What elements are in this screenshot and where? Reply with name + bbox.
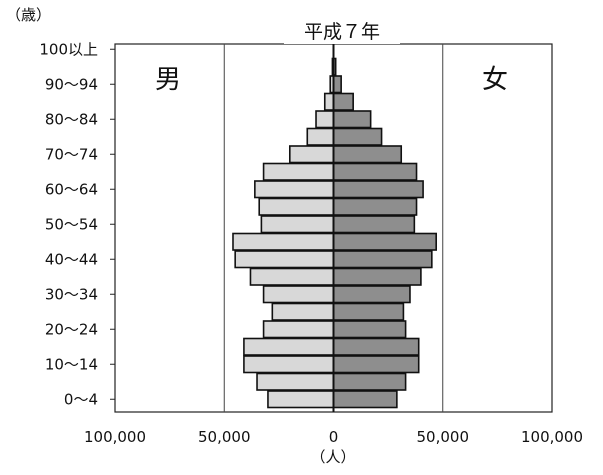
age-tick-label: 0～4: [64, 390, 98, 408]
female-bar: [332, 250, 433, 269]
chart-title: 平成７年: [304, 21, 380, 43]
female-bar: [332, 285, 411, 304]
y-unit-label: （歳）: [6, 6, 51, 24]
male-bar: [256, 372, 335, 391]
x-tick-label: 100,000: [84, 428, 146, 446]
female-bar: [332, 267, 422, 286]
x-tick-labels: 100,000 50,000 0 50,000 100,000: [84, 428, 583, 446]
female-bar: [332, 390, 398, 409]
female-bar: [332, 92, 354, 111]
female-bar: [332, 197, 418, 216]
female-bar: [332, 232, 437, 251]
female-bar: [332, 355, 420, 374]
x-tick-label: 50,000: [417, 428, 470, 446]
age-tick-label: 10～14: [45, 355, 98, 373]
male-bar: [258, 197, 335, 216]
male-bar: [306, 127, 335, 146]
age-tick-label: 50～54: [45, 215, 98, 233]
male-bar: [234, 250, 335, 269]
male-bar: [267, 390, 335, 409]
male-bar: [288, 145, 335, 164]
age-tick-labels: 0～4 10～14 20～24 30～34 40～44 50～54 60～64 70～74 80…: [39, 40, 115, 408]
male-bar: [271, 302, 335, 321]
male-bar: [315, 110, 335, 129]
female-bar: [332, 372, 407, 391]
age-tick-label: 90～94: [45, 75, 98, 93]
male-bar: [262, 320, 335, 339]
male-bar: [254, 180, 335, 199]
age-tick-label: 100以上: [39, 40, 98, 58]
female-bar: [332, 302, 405, 321]
male-bar: [249, 267, 335, 286]
male-bar: [243, 337, 335, 356]
male-bar: [260, 215, 335, 234]
male-bar: [323, 92, 335, 111]
age-tick-label: 70～74: [45, 145, 98, 163]
gridlines: [223, 44, 444, 412]
right-series-label: 女: [482, 65, 508, 95]
male-bar: [232, 232, 335, 251]
male-bar: [243, 355, 335, 374]
male-bar: [262, 162, 335, 181]
age-tick-label: 80～84: [45, 110, 98, 128]
female-bar: [332, 127, 383, 146]
x-tick-label: 0: [329, 428, 339, 446]
female-bar: [332, 75, 342, 94]
female-bar: [332, 337, 420, 356]
left-series-label: 男: [155, 65, 181, 95]
x-tick-label: 50,000: [198, 428, 251, 446]
female-bar: [332, 162, 418, 181]
bars: [232, 57, 437, 409]
x-unit-label: （人）: [310, 448, 355, 466]
female-bar: [332, 320, 407, 339]
age-tick-label: 40～44: [45, 250, 98, 268]
female-bar: [332, 145, 403, 164]
title-background: [284, 20, 400, 44]
age-tick-label: 60～64: [45, 180, 98, 198]
x-tick-label: 100,000: [521, 428, 583, 446]
female-bar: [332, 215, 416, 234]
age-tick-label: 20～24: [45, 320, 98, 338]
female-bar: [332, 110, 372, 129]
male-bar: [262, 285, 335, 304]
female-bar: [332, 180, 424, 199]
age-tick-label: 30～34: [45, 285, 98, 303]
